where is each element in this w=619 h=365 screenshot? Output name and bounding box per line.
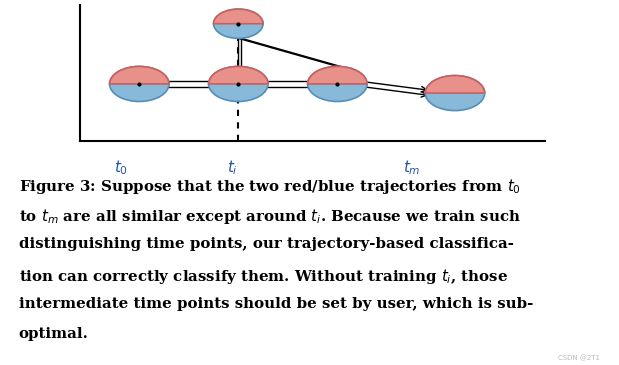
Circle shape <box>425 76 485 111</box>
Text: optimal.: optimal. <box>19 327 89 341</box>
Circle shape <box>110 66 169 101</box>
Text: distinguishing time points, our trajectory-based classifica-: distinguishing time points, our trajecto… <box>19 237 514 251</box>
Text: $t_m$: $t_m$ <box>403 159 420 177</box>
Text: tion can correctly classify them. Without training $t_i$, those: tion can correctly classify them. Withou… <box>19 267 508 286</box>
Wedge shape <box>110 66 169 84</box>
Text: CSDN @2T1: CSDN @2T1 <box>558 355 600 361</box>
Wedge shape <box>425 76 485 93</box>
Wedge shape <box>214 9 263 24</box>
Circle shape <box>308 66 367 101</box>
Wedge shape <box>308 66 367 84</box>
Text: intermediate time points should be set by user, which is sub-: intermediate time points should be set b… <box>19 297 533 311</box>
Text: $t_i$: $t_i$ <box>227 159 238 177</box>
Circle shape <box>214 9 263 38</box>
Circle shape <box>209 66 268 101</box>
Text: to $t_m$ are all similar except around $t_i$. Because we train such: to $t_m$ are all similar except around $… <box>19 207 521 226</box>
Text: Figure 3: Suppose that the two red/blue trajectories from $t_0$: Figure 3: Suppose that the two red/blue … <box>19 177 521 196</box>
Text: $t_0$: $t_0$ <box>114 159 128 177</box>
Wedge shape <box>209 66 268 84</box>
